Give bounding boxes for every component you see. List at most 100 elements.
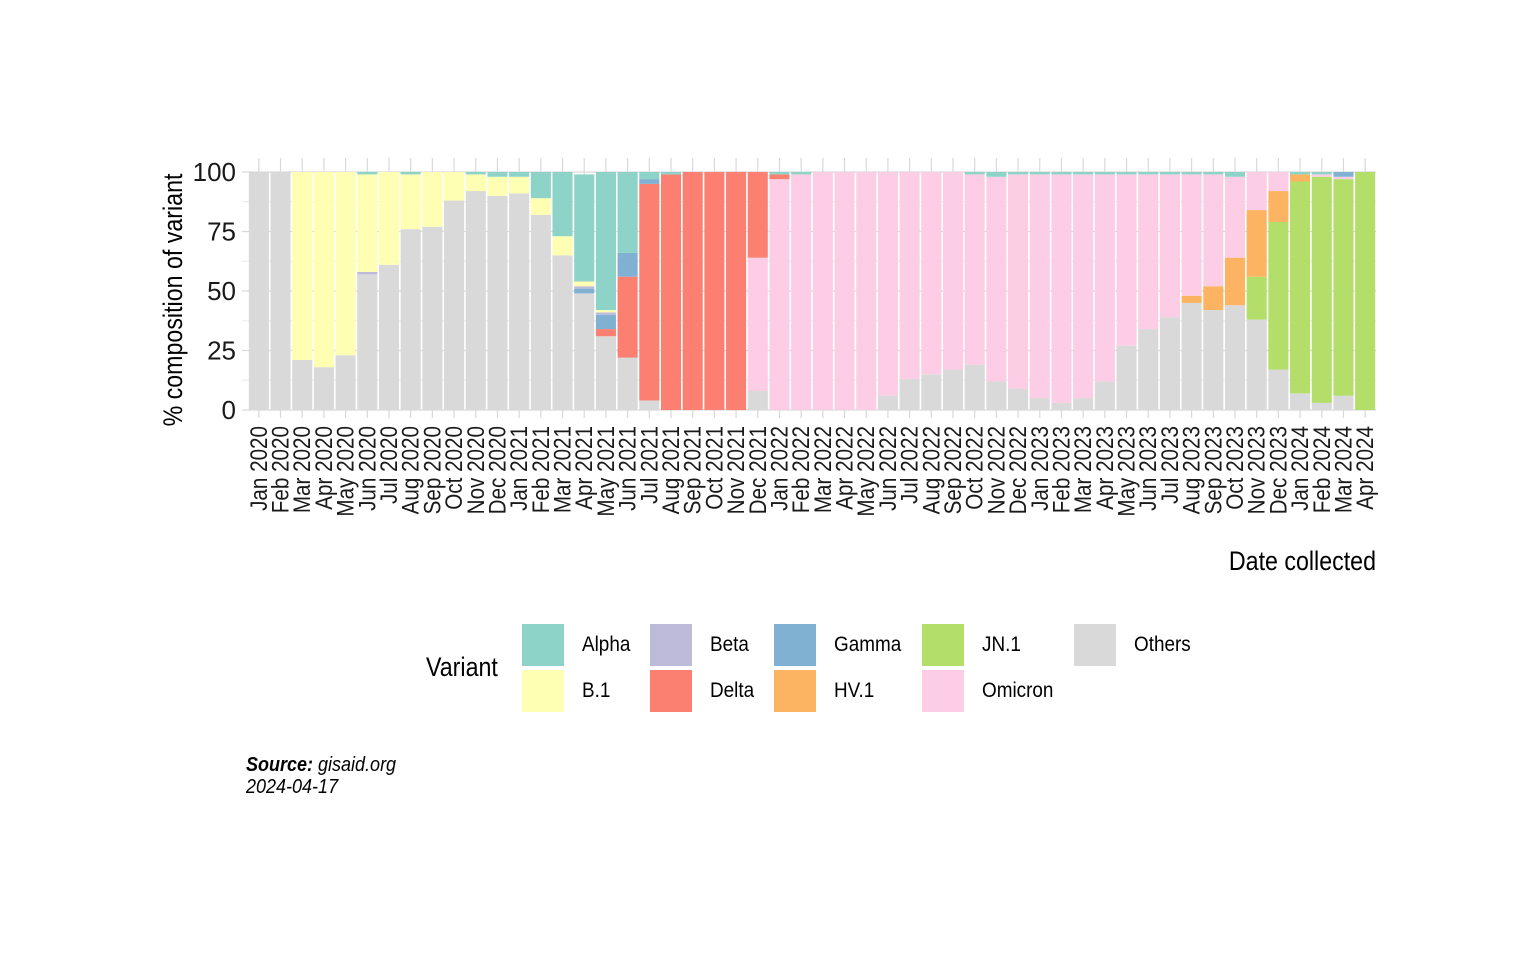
bar-segment-alpha xyxy=(639,172,660,180)
bar-segment-hv-1 xyxy=(1290,174,1311,182)
bar-segment-alpha xyxy=(530,172,551,199)
x-tick-label: Apr 2021 xyxy=(571,426,598,510)
x-tick-label: Jan 2021 xyxy=(506,426,533,511)
y-tick-label: 50 xyxy=(207,276,236,306)
bar-segment-others xyxy=(1008,388,1029,410)
x-tick-label: Oct 2023 xyxy=(1222,426,1249,510)
bar-segment-jn-1 xyxy=(1246,276,1267,320)
x-tick-label: Dec 2020 xyxy=(484,426,511,514)
bar-segment-b-1 xyxy=(530,198,551,215)
bar-segment-others xyxy=(400,229,421,410)
x-tick-label: Mar 2023 xyxy=(1070,426,1097,513)
bar-segment-others xyxy=(986,381,1007,410)
x-tick-label: May 2020 xyxy=(332,426,359,517)
bar-segment-omicron xyxy=(1138,174,1159,330)
bar-segment-omicron xyxy=(1268,172,1289,192)
bar-segment-alpha xyxy=(986,172,1007,177)
bar-segment-hv-1 xyxy=(1268,191,1289,222)
bar-segment-alpha xyxy=(400,172,421,175)
bar-segment-b-1 xyxy=(292,172,313,361)
bar-segment-alpha xyxy=(552,172,573,237)
legend-key-gamma xyxy=(774,624,816,666)
x-tick-label: Oct 2022 xyxy=(961,426,988,510)
bar-segment-beta xyxy=(574,286,595,289)
bar-segment-omicron xyxy=(747,257,768,391)
bar-segment-alpha xyxy=(1051,172,1072,175)
caption-source-label: Source: xyxy=(246,754,314,776)
legend-key-delta xyxy=(650,670,692,712)
bar-segment-alpha xyxy=(574,174,595,282)
bar-segment-delta xyxy=(747,172,768,258)
y-axis-title: % composition of variant xyxy=(158,174,188,427)
bar-segment-delta xyxy=(639,183,660,401)
bar-segment-others xyxy=(292,360,313,410)
bar-segment-gamma xyxy=(617,252,638,277)
bar-segment-omicron xyxy=(1051,174,1072,403)
bar-segment-alpha xyxy=(595,172,616,311)
bar-segment-jn-1 xyxy=(1268,221,1289,370)
x-tick-label: Jan 2022 xyxy=(766,426,793,511)
bar-segment-alpha xyxy=(1116,172,1137,175)
y-tick-label: 100 xyxy=(193,157,236,187)
legend-label: Gamma xyxy=(834,633,902,656)
x-tick-label: Feb 2023 xyxy=(1048,426,1075,513)
bar-segment-b-1 xyxy=(378,172,400,265)
bar-segment-jn-1 xyxy=(1355,172,1376,410)
x-tick-label: Aug 2022 xyxy=(918,426,945,514)
legend-label: Delta xyxy=(710,679,755,702)
legend-label: Beta xyxy=(710,633,749,656)
bar-segment-others xyxy=(574,293,595,410)
x-tick-label: Dec 2021 xyxy=(744,426,771,514)
bar-segment-alpha xyxy=(1311,172,1332,175)
bar-segment-beta xyxy=(357,271,378,275)
legend-label: HV.1 xyxy=(834,679,875,702)
x-tick-label: Jan 2024 xyxy=(1287,426,1314,511)
x-tick-label: Dec 2023 xyxy=(1265,426,1292,514)
legend-label: Others xyxy=(1134,633,1191,656)
bar-segment-others xyxy=(1094,381,1115,410)
bar-segment-others xyxy=(465,191,486,410)
bar-segment-omicron xyxy=(812,172,833,410)
plot-area xyxy=(242,158,1376,418)
bar-segment-jn-1 xyxy=(1311,176,1332,403)
legend-label: B.1 xyxy=(582,679,611,702)
x-tick-label: Jun 2022 xyxy=(874,426,901,511)
bar-segment-others xyxy=(335,355,356,410)
bar-segment-omicron xyxy=(1333,176,1354,180)
bar-segment-jn-1 xyxy=(1290,181,1311,394)
bar-segment-others xyxy=(1333,395,1354,410)
bar-segment-others xyxy=(1181,302,1202,410)
bar-segment-omicron xyxy=(877,172,898,396)
x-tick-label: Jun 2020 xyxy=(354,426,381,511)
bar-segment-others xyxy=(1051,402,1072,410)
x-tick-label: Apr 2023 xyxy=(1091,426,1118,510)
bar-segment-others xyxy=(357,274,378,410)
bar-segment-b-1 xyxy=(552,236,573,256)
bar-segment-others xyxy=(270,172,291,410)
bar-segment-omicron xyxy=(1181,174,1202,296)
x-tick-label: Aug 2021 xyxy=(658,426,685,514)
x-tick-label: Jul 2022 xyxy=(896,426,923,504)
bar-segment-delta xyxy=(595,329,616,337)
bar-segment-omicron xyxy=(986,176,1007,382)
bar-segment-alpha xyxy=(509,172,530,177)
bar-segment-delta xyxy=(660,174,682,410)
x-tick-label: Apr 2020 xyxy=(310,426,337,510)
bar-segment-omicron xyxy=(769,179,790,410)
x-tick-label: Aug 2020 xyxy=(397,426,424,514)
caption-source: Source: gisaid.org xyxy=(246,754,396,777)
x-tick-label: Jul 2023 xyxy=(1156,426,1183,504)
x-tick-label: Oct 2020 xyxy=(441,426,468,510)
bar-segment-omicron xyxy=(834,172,855,410)
bar-segment-b-1 xyxy=(574,281,595,287)
bar-segment-omicron xyxy=(1159,174,1180,318)
bar-segment-omicron xyxy=(964,174,985,365)
x-tick-label: Sep 2020 xyxy=(419,426,446,514)
legend-title: Variant xyxy=(426,652,498,682)
bar-segment-beta xyxy=(595,312,616,315)
bar-segment-hv-1 xyxy=(1203,286,1224,311)
bar-segment-alpha xyxy=(791,172,812,175)
bar-segment-b-1 xyxy=(444,172,465,201)
x-tick-label: Nov 2020 xyxy=(462,426,489,514)
x-tick-label: Dec 2022 xyxy=(1005,426,1032,514)
